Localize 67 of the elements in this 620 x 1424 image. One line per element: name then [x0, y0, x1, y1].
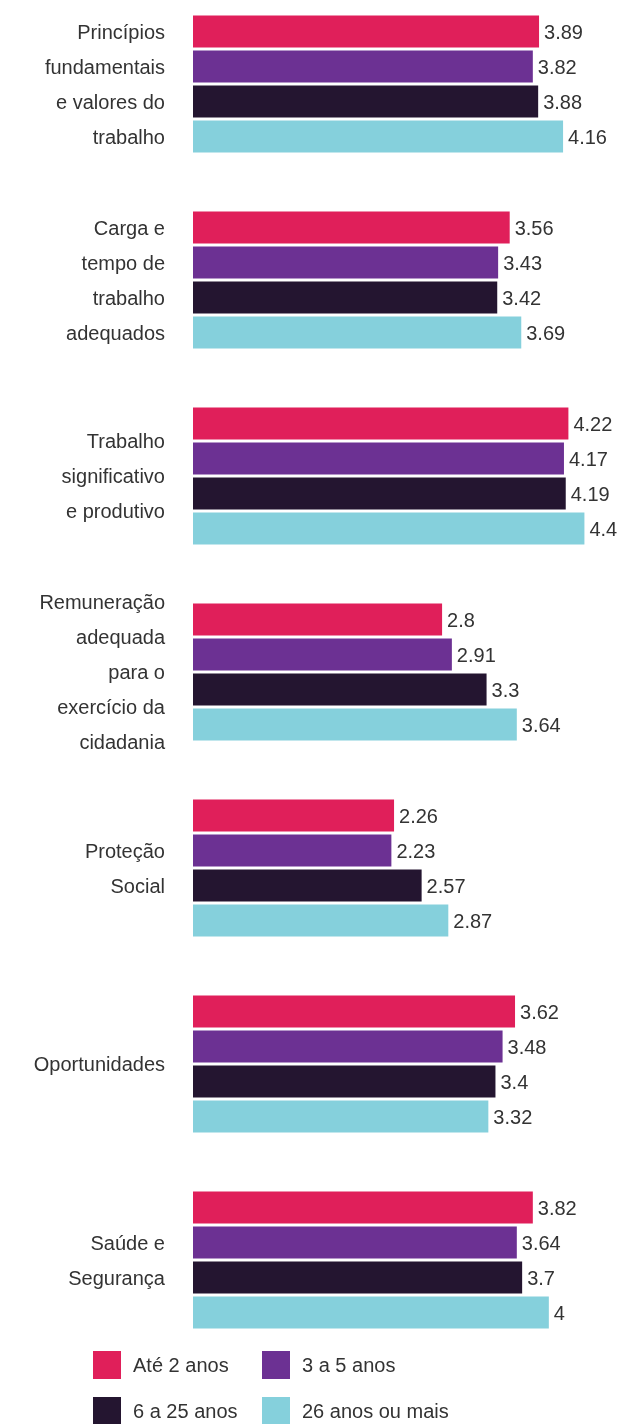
bar [193, 1261, 523, 1294]
bar [193, 477, 566, 510]
data-label: 3.89 [544, 20, 583, 43]
data-label: 2.23 [396, 839, 436, 862]
y-tick-label: Carga e tempo de trabalho adequados [66, 216, 165, 344]
y-tick-label: Princípios fundamentais e valores do trabalho [44, 20, 165, 148]
bar [193, 673, 487, 706]
data-label: 2.91 [456, 643, 496, 666]
bar [193, 1030, 503, 1063]
bar [193, 120, 564, 153]
data-label: 4.16 [568, 125, 607, 148]
bar [193, 1226, 517, 1259]
data-label: 3.88 [543, 90, 583, 113]
bar [193, 708, 517, 741]
y-tick-label: Saúde e Segurança [68, 1231, 166, 1289]
y-tick-label: Trabalho significativo e produtivo [61, 430, 165, 522]
data-label: 2.87 [453, 909, 493, 932]
data-label: 3.48 [507, 1035, 547, 1058]
data-label: 3.7 [527, 1266, 555, 1289]
data-label: 3.56 [514, 216, 554, 239]
legend-label: 3 a 5 anos [302, 1354, 396, 1376]
bar [193, 50, 533, 83]
bar [193, 211, 510, 244]
bar [193, 904, 449, 937]
data-label: 4.22 [573, 412, 613, 435]
bar [193, 995, 516, 1028]
y-tick-label: Proteção Social [84, 839, 165, 897]
bar [193, 512, 585, 545]
bar [193, 15, 540, 48]
data-label: 4.19 [570, 482, 610, 505]
bar [193, 1191, 533, 1224]
data-label: 3.82 [537, 1196, 577, 1219]
data-label: 2.57 [426, 874, 466, 897]
data-label: 3.64 [521, 713, 561, 736]
bar [193, 1296, 549, 1329]
data-label: 3.82 [537, 55, 577, 78]
data-label: 3.42 [502, 286, 542, 309]
bar [193, 1065, 496, 1098]
data-label: 2.26 [399, 804, 438, 827]
data-label: 4.4 [589, 517, 618, 540]
data-label: 2.8 [447, 608, 475, 631]
data-label: 4 [553, 1301, 565, 1324]
bar [193, 246, 499, 279]
bar [193, 316, 522, 349]
data-label: 3.62 [520, 1000, 559, 1023]
bar [193, 85, 539, 118]
legend-label: 26 anos ou mais [302, 1400, 449, 1422]
bar [193, 281, 498, 314]
bar [193, 869, 422, 902]
data-label: 4.17 [568, 447, 608, 470]
y-tick-label: Oportunidades [33, 1053, 165, 1075]
legend-label: Até 2 anos [133, 1354, 229, 1376]
bar [193, 603, 443, 636]
bar [193, 1100, 489, 1133]
bar [193, 407, 569, 440]
bar [193, 834, 392, 867]
data-label: 3.3 [491, 678, 520, 701]
data-label: 3.43 [503, 251, 543, 274]
data-label: 3.32 [493, 1105, 533, 1128]
bar [193, 442, 564, 475]
y-tick-label: Remuneração adequada para o exercício da cidadania [39, 591, 166, 753]
data-label: 3.64 [521, 1231, 561, 1254]
bar [193, 638, 452, 671]
data-label: 3.69 [526, 321, 566, 344]
data-label: 3.4 [500, 1070, 529, 1093]
legend-label: 6 a 25 anos [133, 1400, 238, 1422]
bar [193, 799, 395, 832]
